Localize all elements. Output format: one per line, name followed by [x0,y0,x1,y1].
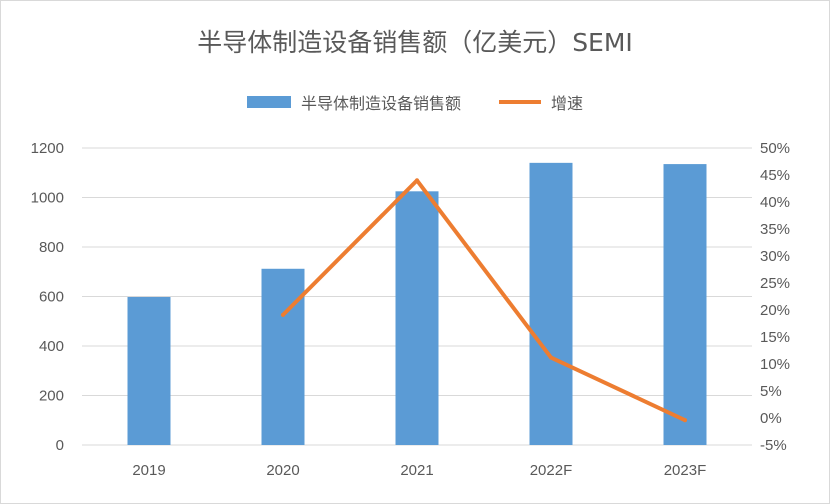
x-tick-label: 2021 [400,462,433,479]
bar-2023F [663,164,707,445]
y-right-tick-label: 45% [760,167,790,184]
y-right-tick-label: 10% [760,356,790,373]
y-right-tick-label: 35% [760,221,790,238]
growth-line [281,178,687,423]
bar-2020 [261,268,305,445]
y-left-tick-label: 400 [39,338,64,355]
bar-2019 [127,296,171,445]
legend-swatch-line [499,100,541,104]
y-right-tick-label: 40% [760,194,790,211]
y-right-tick-label: 15% [760,329,790,346]
x-tick-label: 2022F [530,462,573,479]
y-left-tick-label: 800 [39,239,64,256]
y-left-tick-label: 600 [39,289,64,306]
legend-label-growth: 增速 [551,94,584,113]
y-right-tick-label: 30% [760,248,790,265]
y-left-tick-label: 200 [39,388,64,405]
x-tick-label: 2019 [132,462,165,479]
bar-2022F [529,162,573,445]
legend-entry-sales: 半导体制造设备销售额 [246,90,461,114]
x-tick-label: 2020 [266,462,299,479]
growth-point [415,178,419,183]
legend: 半导体制造设备销售额 增速 [0,90,830,114]
y-right-tick-label: 25% [760,275,790,292]
y-left-tick-label: 1000 [31,190,64,207]
bar-2021 [395,191,439,445]
y-left-tick-label: 1200 [31,140,64,157]
y-right-tick-label: 0% [760,410,782,427]
growth-point [683,418,687,423]
x-tick-label: 2023F [664,462,707,479]
growth-point [549,355,553,360]
chart-title: 半导体制造设备销售额（亿美元）SEMI [197,28,633,57]
growth-point [281,312,285,317]
y-right-tick-label: 50% [760,140,790,157]
legend-entry-growth: 增速 [499,90,583,114]
y-right-tick-label: -5% [760,437,787,454]
y-left-tick-label: 0 [56,437,64,454]
legend-swatch-bar [246,96,291,108]
y-right-tick-label: 5% [760,383,782,400]
y-right-tick-label: 20% [760,302,790,319]
legend-label-sales: 半导体制造设备销售额 [300,94,461,113]
